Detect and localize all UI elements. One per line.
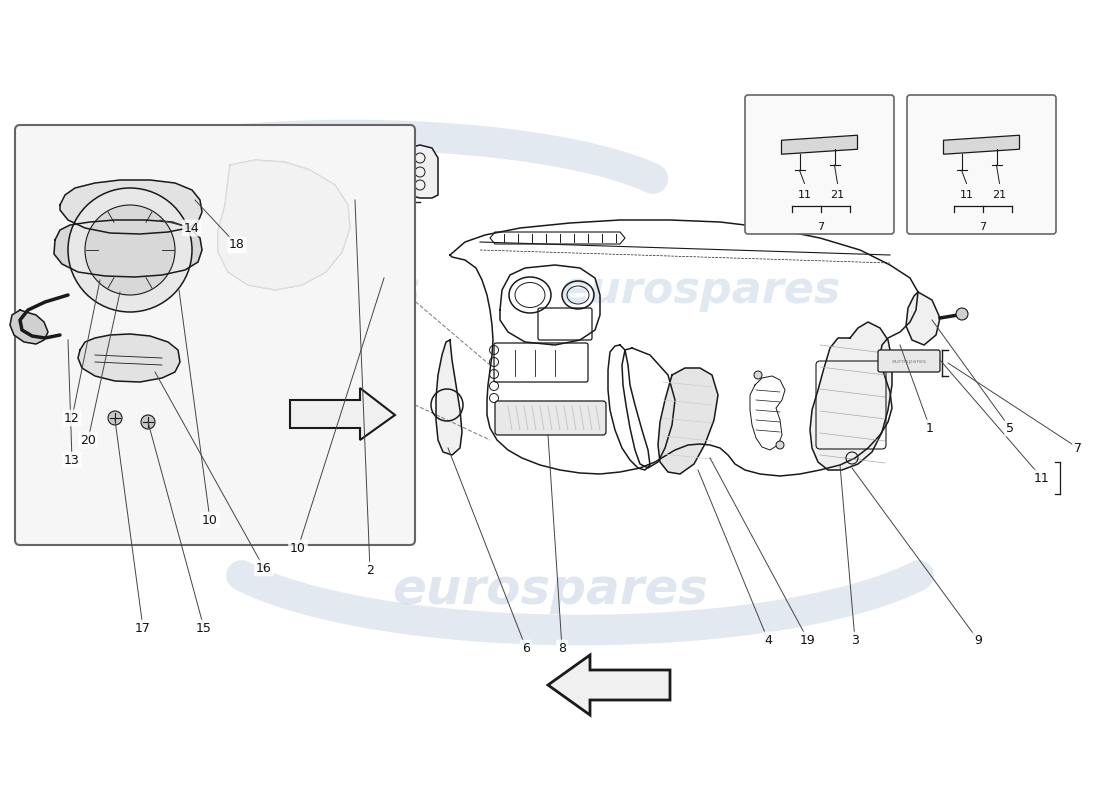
Polygon shape xyxy=(658,368,718,474)
Polygon shape xyxy=(116,144,140,230)
Polygon shape xyxy=(290,388,395,440)
Circle shape xyxy=(85,205,175,295)
Text: 13: 13 xyxy=(64,454,80,466)
Text: 10: 10 xyxy=(202,514,218,526)
Polygon shape xyxy=(228,155,260,235)
Polygon shape xyxy=(218,160,350,290)
Text: 11: 11 xyxy=(1034,471,1049,485)
Text: 21: 21 xyxy=(830,190,845,201)
Text: 7: 7 xyxy=(979,222,986,233)
Polygon shape xyxy=(548,655,670,715)
Polygon shape xyxy=(944,135,1020,154)
Text: 10: 10 xyxy=(290,542,306,554)
Polygon shape xyxy=(78,334,180,382)
Text: 7: 7 xyxy=(817,222,824,233)
Circle shape xyxy=(754,371,762,379)
FancyBboxPatch shape xyxy=(908,95,1056,234)
Polygon shape xyxy=(54,220,202,277)
Text: eurospares: eurospares xyxy=(891,358,926,363)
FancyBboxPatch shape xyxy=(495,401,606,435)
Text: 11: 11 xyxy=(959,190,974,201)
Polygon shape xyxy=(340,138,382,195)
FancyBboxPatch shape xyxy=(15,125,415,545)
Polygon shape xyxy=(810,322,892,470)
Text: 3: 3 xyxy=(851,634,859,646)
FancyBboxPatch shape xyxy=(166,278,192,298)
Text: 15: 15 xyxy=(196,622,212,634)
Text: 20: 20 xyxy=(80,434,96,446)
Polygon shape xyxy=(10,310,48,344)
Text: 7: 7 xyxy=(1074,442,1082,454)
Text: 12: 12 xyxy=(64,411,80,425)
Text: 5: 5 xyxy=(1006,422,1014,434)
Text: 6: 6 xyxy=(522,642,530,654)
Text: 8: 8 xyxy=(558,642,566,654)
FancyBboxPatch shape xyxy=(745,95,894,234)
Text: eurospares: eurospares xyxy=(140,269,420,311)
Polygon shape xyxy=(906,292,940,345)
Circle shape xyxy=(776,441,784,449)
Text: 17: 17 xyxy=(135,622,151,634)
Text: 2: 2 xyxy=(366,563,374,577)
Text: 19: 19 xyxy=(800,634,816,646)
Text: eurospares: eurospares xyxy=(559,269,840,311)
Circle shape xyxy=(68,188,192,312)
Text: 18: 18 xyxy=(229,238,245,251)
Text: 11: 11 xyxy=(798,190,812,201)
FancyBboxPatch shape xyxy=(878,350,940,372)
Text: 21: 21 xyxy=(992,190,1007,201)
Circle shape xyxy=(141,415,155,429)
Text: 16: 16 xyxy=(256,562,272,574)
Polygon shape xyxy=(781,135,858,154)
Text: eurospares: eurospares xyxy=(392,566,708,614)
Text: 9: 9 xyxy=(975,634,982,646)
Polygon shape xyxy=(402,145,438,198)
Text: 14: 14 xyxy=(184,222,200,234)
Polygon shape xyxy=(60,180,202,234)
Text: 1: 1 xyxy=(926,422,934,434)
Circle shape xyxy=(108,411,122,425)
Polygon shape xyxy=(436,340,462,455)
Circle shape xyxy=(956,308,968,320)
Text: 4: 4 xyxy=(764,634,772,646)
FancyBboxPatch shape xyxy=(370,266,396,286)
